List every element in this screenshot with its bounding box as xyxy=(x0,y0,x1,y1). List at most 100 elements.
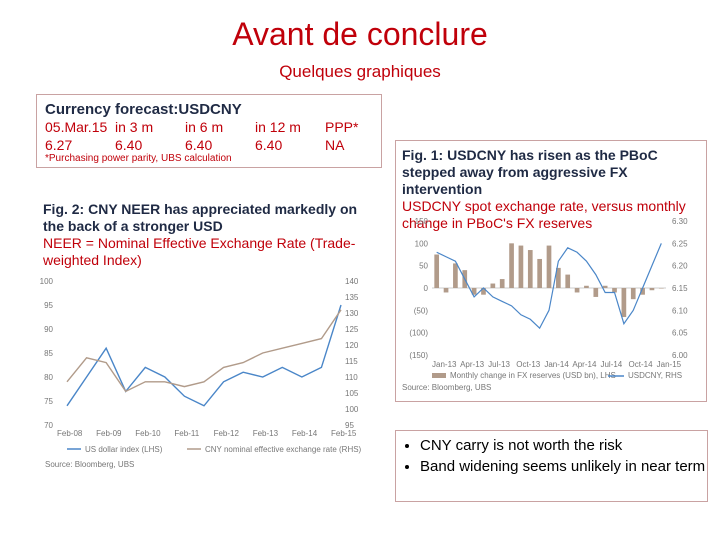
fig1-panel: Fig. 1: USDCNY has risen as the PBoC ste… xyxy=(395,140,707,402)
fig1-bar xyxy=(640,288,645,295)
fig1-subtitle: USDCNY spot exchange rate, versus monthl… xyxy=(402,198,686,231)
fig2-ytick-left: 80 xyxy=(44,373,53,382)
fig1-legend-swatch-bar xyxy=(432,373,446,378)
fig2-ytick-right: 140 xyxy=(345,277,359,286)
fig2-legend-label: US dollar index (LHS) xyxy=(85,445,163,454)
fig1-bar xyxy=(649,288,655,291)
fig2-ytick-left: 95 xyxy=(44,301,53,310)
fig2-ytick-right: 100 xyxy=(345,405,359,414)
fig1-ytick-right: 6.00 xyxy=(672,351,688,360)
fig1-bar xyxy=(602,285,608,288)
fig1-bar xyxy=(565,274,571,288)
fig1-bar xyxy=(556,267,561,288)
fig1-ytick-left: 150 xyxy=(415,217,429,226)
fig1-bar xyxy=(612,288,617,293)
fig1-ytick-right: 6.15 xyxy=(672,284,688,293)
fig2-source: Source: Bloomberg, UBS xyxy=(45,460,134,469)
fig1-legend-label: Monthly change in FX reserves (USD bn), … xyxy=(450,371,616,380)
fig2-ytick-right: 125 xyxy=(345,325,359,334)
forecast-value-row: 6.27 6.40 6.40 6.40 NA xyxy=(45,137,375,155)
fig1-ytick-right: 6.30 xyxy=(672,217,688,226)
fig1-legend-label: USDCNY, RHS xyxy=(628,371,682,380)
forecast-box: Currency forecast:USDCNY 05.Mar.15 in 3 … xyxy=(36,94,382,168)
fig2-xtick: Feb-13 xyxy=(253,429,279,438)
fig1-bar xyxy=(527,250,533,288)
fig1-bar xyxy=(509,243,514,288)
fig2-ytick-right: 110 xyxy=(345,373,358,382)
fig2-chart: 100 95 90 85 80 75 70 140 135 130 125 120 115 110 105 1… xyxy=(40,277,362,469)
fig2-ytick-right: 130 xyxy=(345,309,359,318)
fig1-bar xyxy=(658,288,664,289)
fig2-xtick: Feb-09 xyxy=(96,429,122,438)
slide-title: Avant de conclure xyxy=(232,16,488,52)
fig1-ytick-left: 0 xyxy=(424,284,429,293)
forecast-value: 6.40 xyxy=(185,137,213,153)
fig1-xtick: Jan-15 xyxy=(657,360,682,369)
forecast-header: 05.Mar.15 xyxy=(45,119,108,135)
fig2-ytick-left: 90 xyxy=(44,325,53,334)
fig1-xtick: Jul-14 xyxy=(600,360,622,369)
fig2-legend-label: CNY nominal effective exchange rate (RHS… xyxy=(205,445,362,454)
fig1-ytick-left: 100 xyxy=(415,239,429,248)
fig2-subtitle: NEER = Nominal Effective Exchange Rate (… xyxy=(43,235,356,268)
fig1-chart: 150 100 50 0 (50) (100) (150) 6.30 6.25 6.20 6.15 6… xyxy=(402,217,688,392)
fig1-bar xyxy=(453,263,458,288)
fig2-xtick: Feb-08 xyxy=(57,429,83,438)
fig1-ytick-left: (50) xyxy=(414,306,429,315)
fig1-bar xyxy=(434,254,440,288)
forecast-value: 6.40 xyxy=(255,137,283,153)
fig2-ytick-right: 95 xyxy=(345,421,354,430)
forecast-note: *Purchasing power parity, UBS calculatio… xyxy=(45,153,232,164)
forecast-value: 6.40 xyxy=(115,137,143,153)
fig1-bar xyxy=(630,288,636,300)
fig1-ytick-right: 6.10 xyxy=(672,306,688,315)
fig1-ytick-left: (100) xyxy=(409,329,428,338)
fig1-xtick: Oct-14 xyxy=(629,360,654,369)
fig2-ytick-left: 75 xyxy=(44,397,53,406)
fig1-bar xyxy=(537,258,542,288)
fig1-ytick-left: 50 xyxy=(419,262,428,271)
fig2-cny-neer-line xyxy=(66,309,342,393)
fig1-xtick: Jul-13 xyxy=(488,360,510,369)
fig2-xtick: Feb-15 xyxy=(331,429,357,438)
fig2-ytick-right: 120 xyxy=(345,341,359,350)
fig1-bar xyxy=(518,245,524,288)
fig1-xtick: Apr-14 xyxy=(572,360,597,369)
fig2-xtick: Feb-10 xyxy=(135,429,161,438)
fig1-xtick: Jan-13 xyxy=(432,360,457,369)
fig1-usdcny-line xyxy=(436,243,662,330)
fig2-panel: Fig. 2: CNY NEER has appreciated markedl… xyxy=(36,196,372,488)
forecast-table: 05.Mar.15 in 3 m in 6 m in 12 m PPP* 6.2… xyxy=(45,119,375,155)
forecast-value: 6.27 xyxy=(45,137,73,153)
forecast-title: Currency forecast:USDCNY xyxy=(45,101,242,118)
fig1-title: Fig. 1: USDCNY has risen as the PBoC ste… xyxy=(402,147,658,197)
fig1-ytick-right: 6.25 xyxy=(672,239,688,248)
forecast-header-row: 05.Mar.15 in 3 m in 6 m in 12 m PPP* xyxy=(45,119,375,137)
fig1-xtick: Apr-13 xyxy=(460,360,485,369)
fig1-xtick: Oct-13 xyxy=(516,360,541,369)
fig1-xtick: Jan-14 xyxy=(544,360,569,369)
fig1-ytick-right: 6.05 xyxy=(672,329,688,338)
fig2-title: Fig. 2: CNY NEER has appreciated markedl… xyxy=(43,201,358,234)
fig1-bar xyxy=(499,279,505,288)
forecast-header: in 3 m xyxy=(115,119,154,135)
fig1-ytick-right: 6.20 xyxy=(672,262,688,271)
fig2-ytick-left: 70 xyxy=(44,421,53,430)
fig2-ytick-left: 100 xyxy=(40,277,54,286)
forecast-value: NA xyxy=(325,137,345,153)
fig1-bar xyxy=(584,285,589,288)
fig1-source: Source: Bloomberg, UBS xyxy=(402,383,491,392)
fig1-bar xyxy=(481,288,486,295)
forecast-header: in 12 m xyxy=(255,119,301,135)
fig1-ytick-left: (150) xyxy=(409,351,428,360)
fig2-usd-index-line xyxy=(66,304,342,407)
forecast-header: in 6 m xyxy=(185,119,224,135)
fig2-ytick-right: 115 xyxy=(345,357,358,366)
bullet-item: Band widening seems unlikely in near ter… xyxy=(420,456,707,477)
fig1-bar xyxy=(443,288,449,293)
fig1-bar xyxy=(490,283,496,288)
conclusion-bullets: CNY carry is not worth the risk Band wid… xyxy=(395,430,708,502)
fig2-ytick-left: 85 xyxy=(44,349,53,358)
fig1-bar xyxy=(621,288,627,318)
fig1-bar xyxy=(546,245,552,288)
